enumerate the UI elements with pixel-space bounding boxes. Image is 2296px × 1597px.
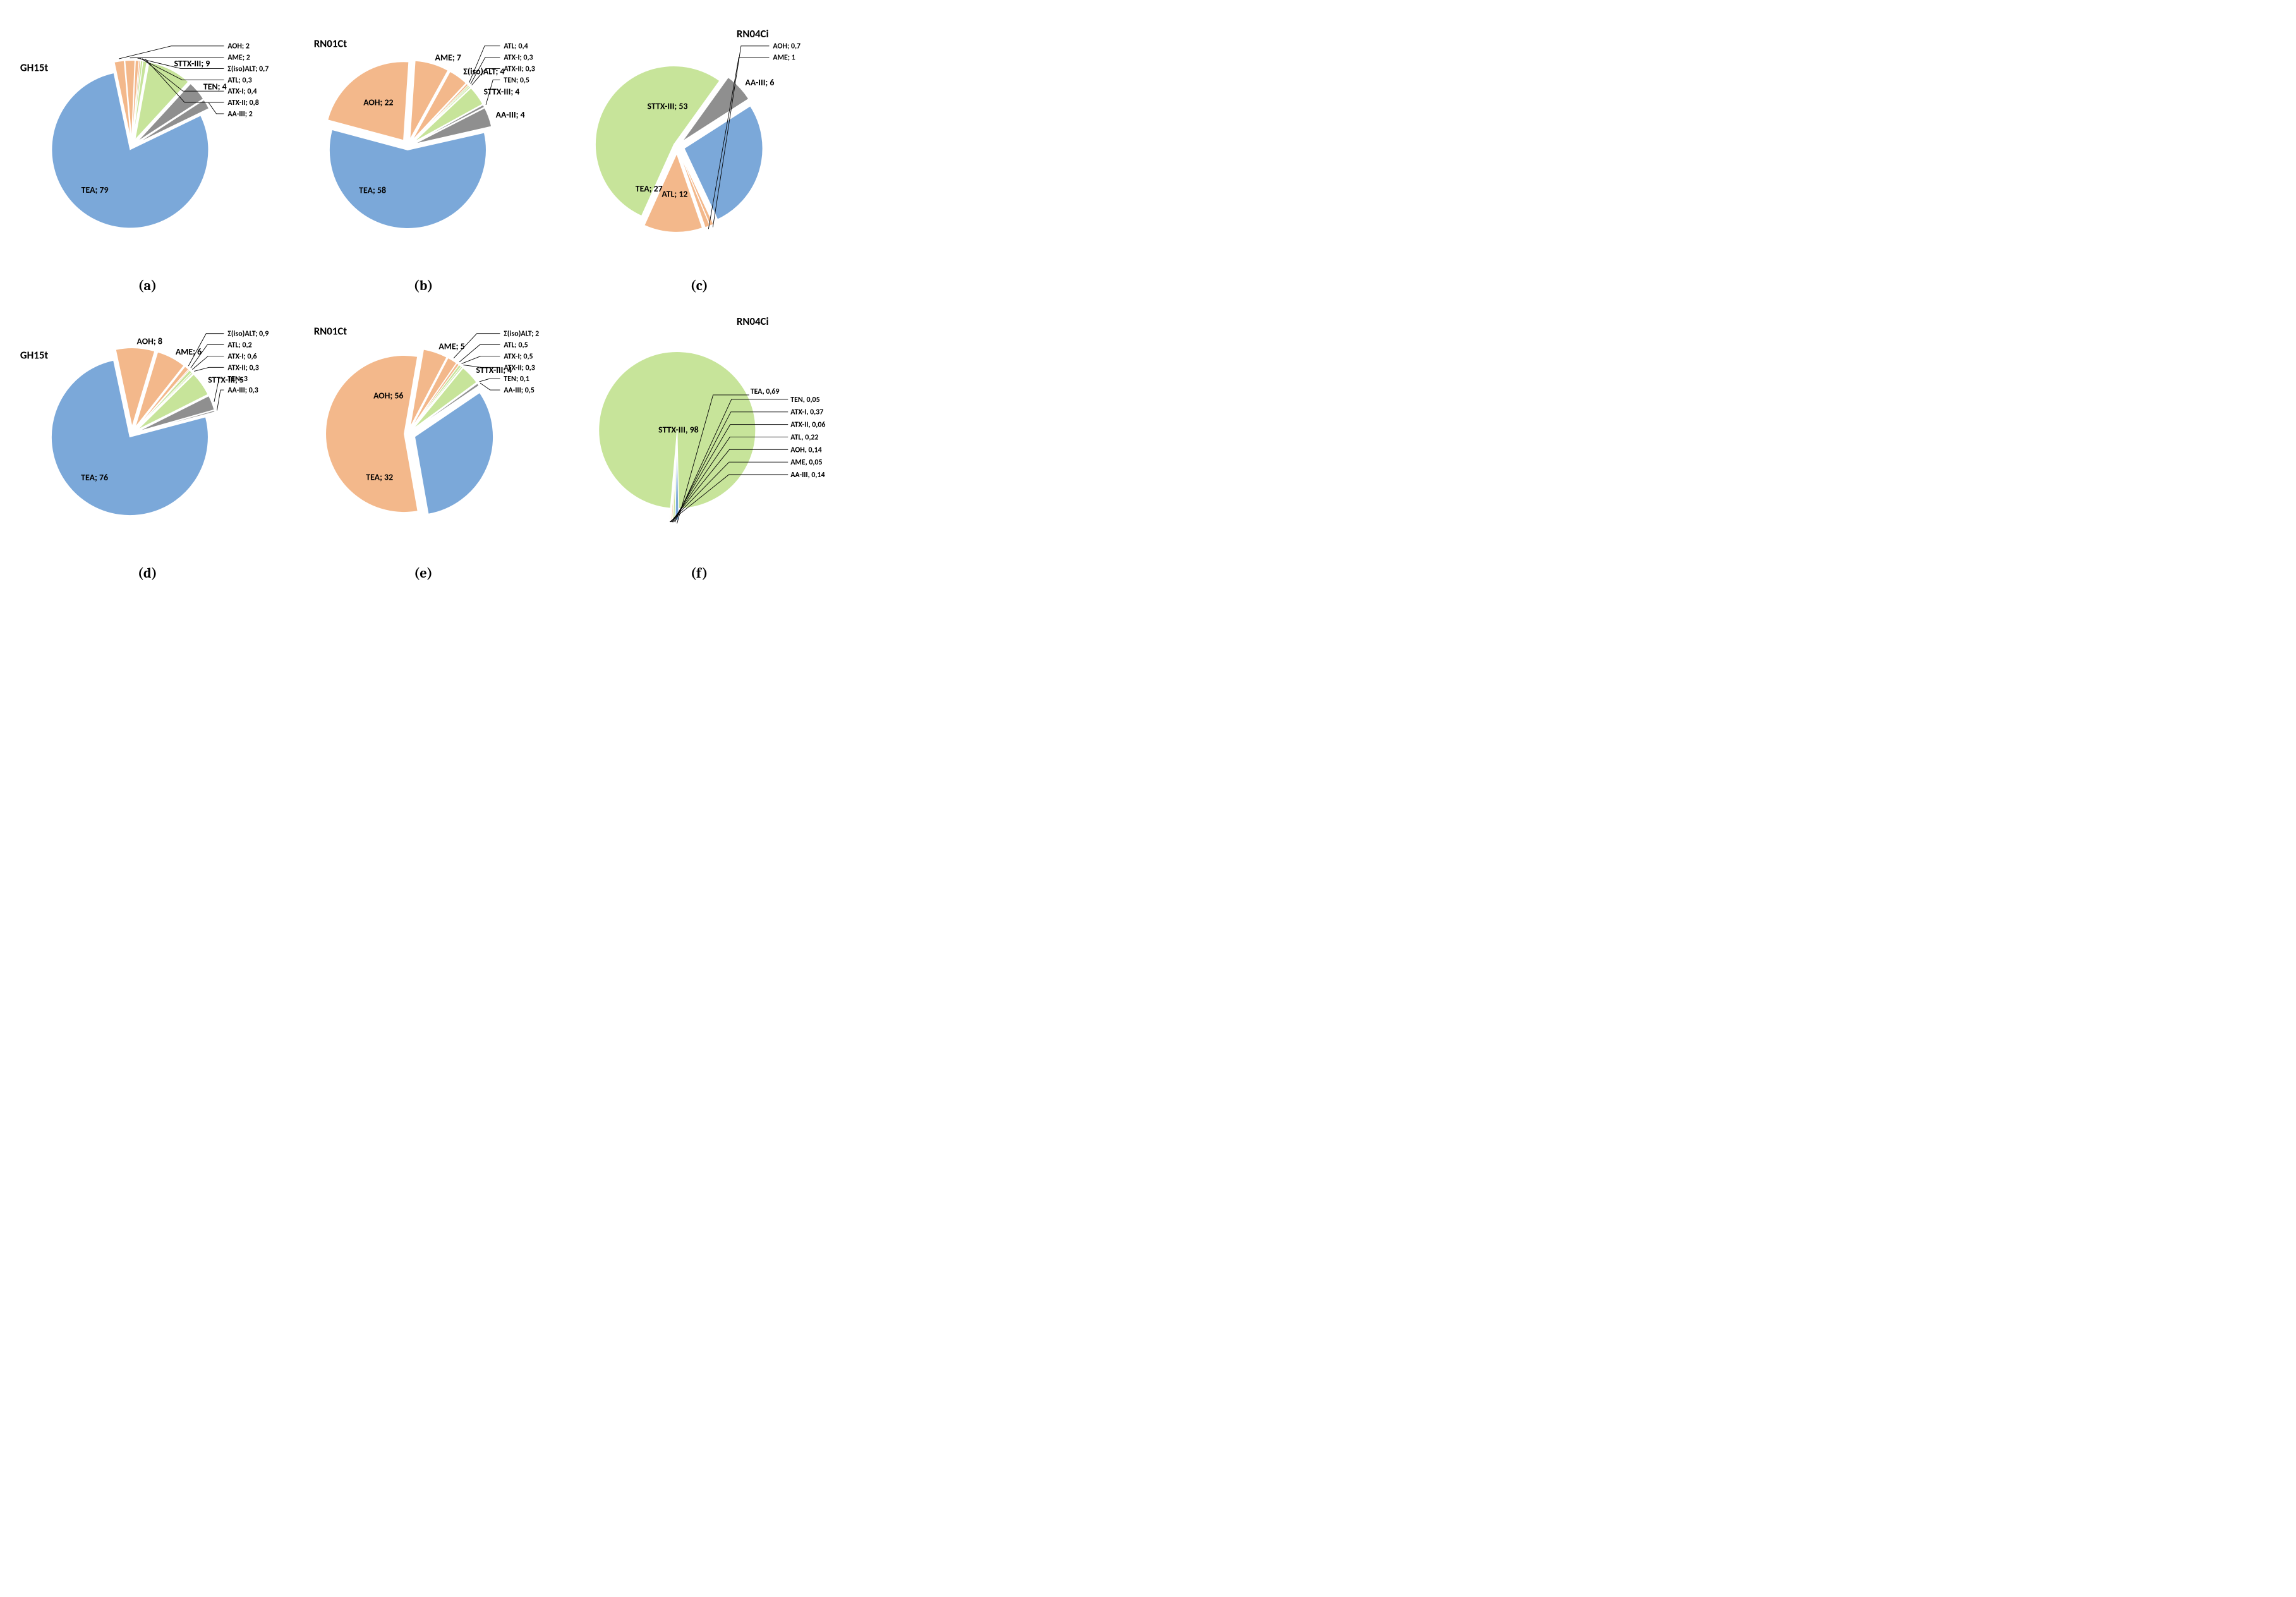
slice-label: ATX-I; 0,5 [504, 352, 533, 361]
slice-label: Σ(iso)ALT; 4 [463, 66, 504, 77]
slice-label: AME; 2 [227, 54, 250, 63]
leader-line [480, 383, 500, 390]
slice-label: TEN; 4 [203, 81, 227, 92]
slice-label: Σ(iso)ALT; 0,7 [227, 64, 269, 73]
pie-chart-c: STTX-III; 53 AA-III; 6 TEA; 27 AOH; 0,7 AME;… [564, 13, 834, 280]
slice-label: ATX-II; 0,3 [504, 64, 535, 73]
slice-label: AA-III; 0,5 [504, 386, 535, 395]
slice-label: AA-III; 4 [495, 109, 524, 120]
slice-label: AME; 1 [773, 54, 795, 63]
slice-label: ATL; 0,3 [227, 76, 251, 85]
leader-line [459, 345, 500, 362]
slice-label: ATX-II; 0,8 [227, 99, 258, 107]
slice-label: AOH; 56 [373, 391, 403, 401]
pie-chart-f: STTX-III, 98 TEA, 0,69 TEN, 0,05 ATX-I, 0,3… [564, 300, 834, 568]
slice-label: AA-III; 2 [227, 110, 252, 119]
chart-title: GH15t [20, 61, 48, 74]
pie-chart-b: AOH; 22 AME; 7Σ(iso)ALT; 4 ATL; 0,4 ATX-I; … [289, 13, 559, 280]
slice-label: TEN; 0,5 [504, 76, 529, 85]
slice-label: ATL, 0,22 [791, 433, 819, 442]
leader-line [217, 390, 224, 410]
slice-label: AOH; 8 [137, 336, 162, 347]
slice-label: AA-III, 0,14 [791, 471, 825, 480]
leader-line [208, 103, 224, 114]
slice-label: AOH, 0,14 [791, 446, 822, 454]
chart-title: RN04Ci [737, 315, 769, 328]
slice-label: ATX-I; 0,3 [504, 54, 533, 63]
slice-label: AME; 6 [176, 346, 202, 357]
slice-label: STTX-III; 4 [476, 365, 512, 375]
slice-label: AME, 0,05 [791, 458, 823, 467]
pie-chart-d: AOH; 8 AME; 6 Σ(iso)ALT; 0,9 ATL; 0,2 ATX-I;… [13, 300, 282, 568]
leader-line [119, 46, 224, 59]
slice-label: TEA; 27 [636, 183, 663, 194]
slice-label: ATX-II; 0,3 [227, 363, 258, 372]
pie-slice-aoh [325, 355, 418, 512]
slice-label: TEA; 32 [366, 471, 393, 482]
pie-chart-e: AOH; 56 AME; 5 Σ(iso)ALT; 2 ATL; 0,5 ATX-I; … [289, 300, 559, 568]
slice-label: ATL; 0,5 [504, 341, 528, 350]
slice-label: TEN, 0,05 [791, 396, 820, 404]
slice-label: AOH; 2 [227, 42, 250, 51]
slice-label: AOH; 0,7 [773, 42, 801, 51]
slice-label: Σ(iso)ALT; 0,9 [227, 330, 269, 339]
slice-label: TEA; 76 [81, 472, 108, 483]
chart-title: GH15t [20, 348, 48, 361]
chart-title: RN01Ct [313, 37, 347, 51]
slice-label: AME; 5 [438, 341, 464, 351]
slice-label: ATX-II, 0,06 [791, 421, 826, 430]
slice-label: Σ(iso)ALT; 2 [504, 330, 539, 339]
slice-label: STTX-III, 98 [658, 425, 699, 435]
slice-label: ATX-I, 0,37 [791, 408, 824, 417]
slice-label: AA-III; 6 [746, 77, 775, 88]
slice-label: ATX-I; 0,4 [227, 87, 257, 96]
slice-label: STTX-III; 4 [483, 87, 519, 97]
slice-label: ATX-I; 0,6 [227, 352, 257, 361]
slice-label: ATL; 0,4 [504, 42, 528, 51]
slice-label: TEA; 58 [359, 185, 386, 196]
leader-line [479, 379, 500, 382]
slice-label: TEN; 3 [227, 375, 248, 384]
pie-slice-tea [329, 130, 486, 228]
chart-title: RN04Ci [737, 27, 769, 40]
slice-label: STTX-III; 53 [648, 101, 688, 112]
leader-line [194, 367, 224, 371]
slice-label: AME; 7 [435, 52, 461, 63]
slice-label: TEA; 79 [82, 185, 109, 195]
slice-label: AOH; 22 [363, 97, 393, 107]
chart-title: RN01Ct [313, 325, 347, 338]
leader-line [461, 356, 500, 363]
slice-label: TEA, 0,69 [751, 387, 780, 396]
slice-label: ATL; 0,2 [227, 341, 251, 350]
pie-chart-a: AOH; 2 AME; 2Σ(iso)ALT; 0,7 ATL; 0,3 ATX-I;… [13, 13, 282, 280]
slice-label: STTX-III; 9 [174, 58, 210, 69]
slice-label: ATL; 12 [662, 189, 688, 200]
leader-line [469, 46, 500, 83]
slice-label: TEN; 0,1 [504, 375, 529, 384]
slice-label: AA-III; 0,3 [227, 386, 258, 395]
